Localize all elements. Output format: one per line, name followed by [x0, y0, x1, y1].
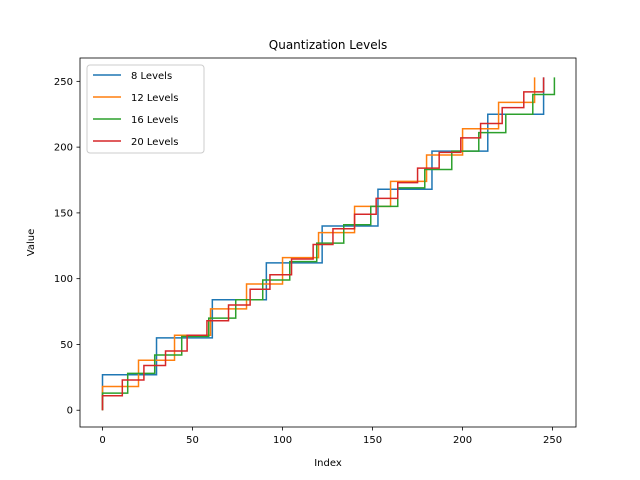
x-tick-label-3: 150: [363, 435, 382, 446]
legend-label-0: 8 Levels: [131, 71, 172, 82]
legend-label-1: 12 Levels: [131, 93, 179, 104]
series-line-3: [101, 77, 545, 411]
legend-label-2: 16 Levels: [131, 115, 179, 126]
plot-frame: [79, 57, 577, 428]
y-tick-label-0: 0: [67, 406, 73, 417]
y-tick-label-4: 200: [54, 143, 73, 154]
series-layer: [101, 77, 556, 411]
x-tick-label-1: 50: [186, 435, 199, 446]
y-axis: 0 50 100 150 200 250: [54, 77, 80, 417]
y-tick-label-5: 250: [54, 77, 73, 88]
x-tick-label-0: 0: [99, 435, 105, 446]
legend-box: [86, 64, 205, 154]
y-tick-label-1: 50: [60, 340, 73, 351]
legend-label-3: 20 Levels: [131, 137, 179, 148]
y-axis-label: Value: [26, 229, 37, 256]
y-tick-label-3: 150: [54, 208, 73, 219]
x-axis-label: Index: [314, 458, 342, 469]
x-tick-label-5: 250: [543, 435, 562, 446]
series-line-2: [101, 77, 556, 411]
chart-title: Quantization Levels: [269, 38, 387, 52]
x-tick-label-2: 100: [273, 435, 292, 446]
x-axis: 0 50 100 150 200 250: [99, 427, 562, 446]
legend: 8 Levels 12 Levels 16 Levels 20 Levels: [86, 64, 205, 154]
y-tick-label-2: 100: [54, 274, 73, 285]
x-tick-label-4: 200: [453, 435, 472, 446]
